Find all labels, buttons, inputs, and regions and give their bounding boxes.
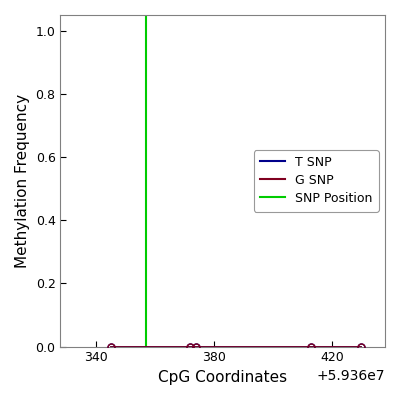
X-axis label: CpG Coordinates: CpG Coordinates: [158, 370, 287, 385]
Legend: T SNP, G SNP, SNP Position: T SNP, G SNP, SNP Position: [254, 150, 379, 212]
Y-axis label: Methylation Frequency: Methylation Frequency: [15, 94, 30, 268]
